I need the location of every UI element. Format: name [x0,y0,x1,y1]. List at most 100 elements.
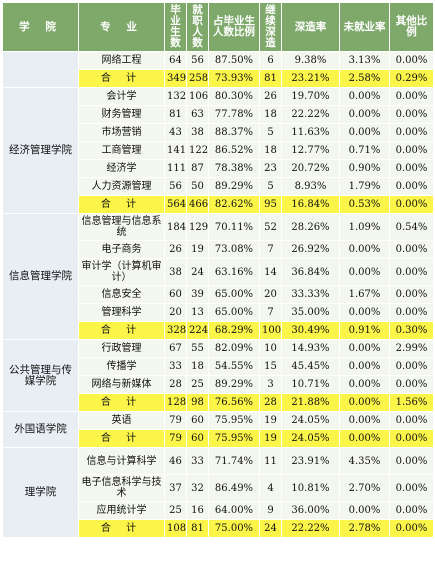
other-cell: 0.29% [389,69,434,88]
unemployed-cell: 0.00% [339,303,390,322]
further-rate-cell: 28.26% [281,213,340,241]
major-cell: 应用统计学 [78,501,165,520]
total-label-cell: 合 计 [78,519,165,538]
employed-cell: 18 [186,357,209,376]
other-cell: 0.00% [389,51,434,70]
graduates-cell: 28 [164,375,187,394]
other-cell: 0.30% [389,321,434,340]
header-college: 学 院 [2,2,79,52]
employed-cell: 258 [186,69,209,88]
table-row: 市场营销 43 38 88.37% 5 11.63% 0.00% 0.00% [3,123,434,142]
further-rate-cell: 9.38% [281,51,340,70]
further-cell: 3 [259,375,282,394]
major-cell: 市场营销 [78,123,165,142]
employed-cell: 129 [186,213,209,241]
table-row: 管理科学 20 13 65.00% 7 35.00% 0.00% 0.00% [3,303,434,322]
employed-cell: 87 [186,159,209,178]
header-further-study: 继续深造 [259,2,282,52]
graduates-cell: 43 [164,123,187,142]
unemployed-cell: 0.00% [339,87,390,106]
graduates-cell: 56 [164,177,187,196]
further-rate-cell: 35.00% [281,303,340,322]
header-other-pct: 其他比例 [389,2,434,52]
header-employed-pct: 占毕业生人数比例 [208,2,260,52]
total-row: 合 计 564 466 82.62% 95 16.84% 0.53% 0.00% [3,195,434,214]
further-rate-cell: 12.77% [281,141,340,160]
major-cell: 电子信息科学与技术 [78,474,165,502]
employed-pct-cell: 75.00% [208,519,260,538]
header-employed: 就职人数 [186,2,209,52]
major-cell: 英语 [78,411,165,430]
further-cell: 18 [259,105,282,124]
employed-cell: 55 [186,339,209,358]
total-row: 合 计 108 81 75.00% 24 22.22% 2.78% 0.00% [3,519,434,538]
unemployed-cell: 0.00% [339,240,390,259]
employed-pct-cell: 75.95% [208,429,260,448]
further-rate-cell: 30.49% [281,321,340,340]
further-cell: 9 [259,501,282,520]
employed-cell: 16 [186,501,209,520]
further-cell: 19 [259,429,282,448]
employed-pct-cell: 73.08% [208,240,260,259]
major-cell: 人力资源管理 [78,177,165,196]
table-row: 传播学 33 18 54.55% 15 45.45% 0.00% 0.00% [3,357,434,376]
major-cell: 传播学 [78,357,165,376]
major-cell: 管理科学 [78,303,165,322]
employed-pct-cell: 89.29% [208,375,260,394]
other-cell: 0.00% [389,474,434,502]
employed-pct-cell: 77.78% [208,105,260,124]
other-cell: 0.00% [389,159,434,178]
employed-pct-cell: 89.29% [208,177,260,196]
other-cell: 0.00% [389,258,434,286]
further-cell: 18 [259,141,282,160]
employed-pct-cell: 73.93% [208,69,260,88]
graduates-cell: 79 [164,411,187,430]
college-name-cell: 信息管理学院 [2,213,79,340]
unemployed-cell: 0.71% [339,141,390,160]
employed-pct-cell: 88.37% [208,123,260,142]
other-cell: 0.00% [389,195,434,214]
further-cell: 7 [259,240,282,259]
employed-cell: 13 [186,303,209,322]
college-name-cell: 公共管理与传媒学院 [2,339,79,412]
other-cell: 0.00% [389,141,434,160]
unemployed-cell: 0.00% [339,357,390,376]
table-row: 财务管理 81 63 77.78% 18 22.22% 0.00% 0.00% [3,105,434,124]
employed-cell: 56 [186,51,209,70]
unemployed-cell: 0.00% [339,105,390,124]
header-graduates: 毕业生数 [164,2,187,52]
other-cell: 0.00% [389,357,434,376]
total-row: 合 计 328 224 68.29% 100 30.49% 0.91% 0.30% [3,321,434,340]
employment-statistics-table: 学 院 专 业 毕业生数 就职人数 占毕业生人数比例 继续深造 深造率 未就业率… [2,2,434,538]
other-cell: 0.00% [389,429,434,448]
further-cell: 19 [259,411,282,430]
other-cell: 1.56% [389,393,434,412]
further-cell: 15 [259,357,282,376]
employed-pct-cell: 82.62% [208,195,260,214]
unemployed-cell: 1.09% [339,213,390,241]
other-cell: 0.00% [389,177,434,196]
total-row: 合 计 128 98 76.56% 28 21.88% 0.00% 1.56% [3,393,434,412]
employed-pct-cell: 68.29% [208,321,260,340]
major-cell: 网络与新媒体 [78,375,165,394]
header-unemployed-rate: 未就业率 [339,2,390,52]
further-cell: 6 [259,51,282,70]
unemployed-cell: 0.00% [339,501,390,520]
further-rate-cell: 14.93% [281,339,340,358]
further-cell: 81 [259,69,282,88]
unemployed-cell: 0.00% [339,339,390,358]
graduates-cell: 67 [164,339,187,358]
major-cell: 工商管理 [78,141,165,160]
graduates-cell: 564 [164,195,187,214]
graduates-cell: 46 [164,447,187,475]
header-row: 学 院 专 业 毕业生数 就职人数 占毕业生人数比例 继续深造 深造率 未就业率… [2,2,434,52]
employed-pct-cell: 86.52% [208,141,260,160]
major-cell: 信息安全 [78,285,165,304]
table-row: 理学院 信息与计算科学 46 33 71.74% 11 23.91% 4.35% 0.00% [2,447,434,538]
table-row: 应用统计学 25 16 64.00% 9 36.00% 0.00% 0.00% [3,501,434,520]
employed-pct-cell: 64.00% [208,501,260,520]
unemployed-cell: 2.78% [339,519,390,538]
graduates-cell: 111 [164,159,187,178]
unemployed-cell: 2.70% [339,474,390,502]
employed-pct-cell: 76.56% [208,393,260,412]
